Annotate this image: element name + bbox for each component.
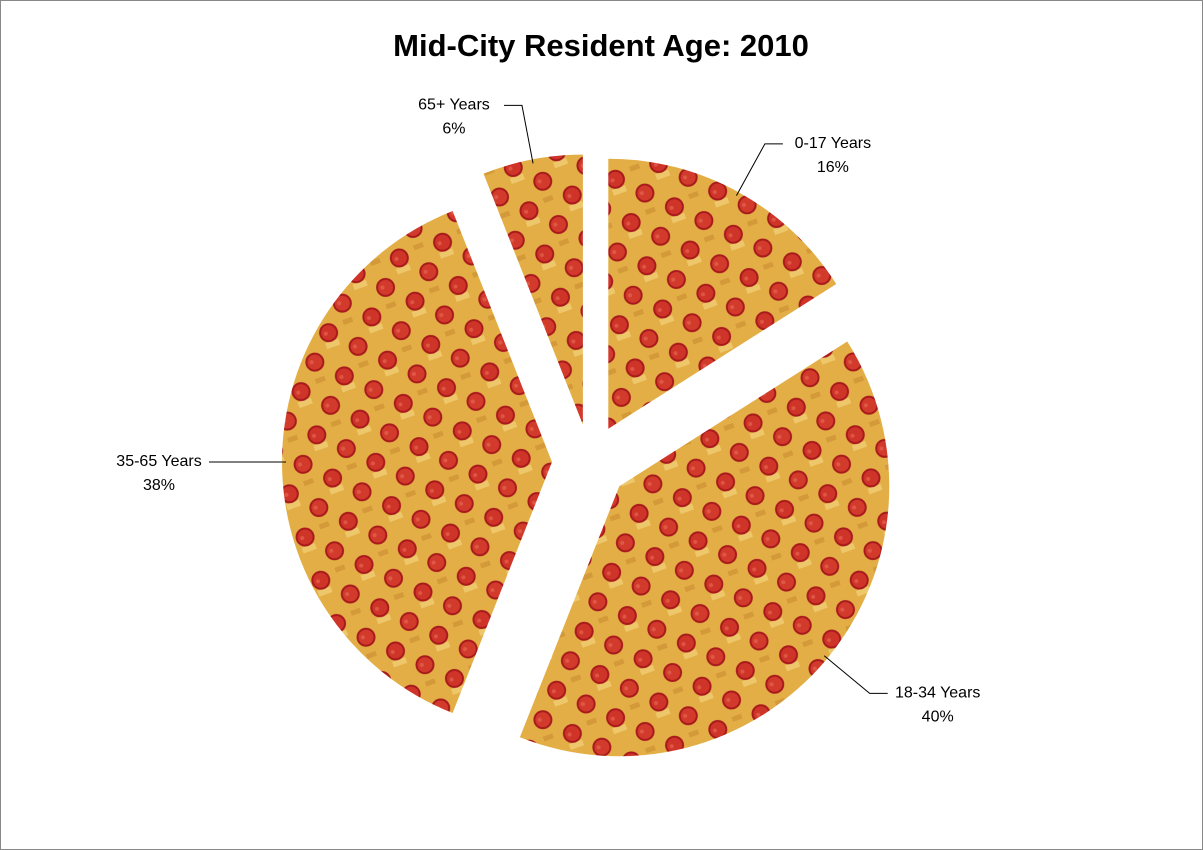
pie-slice: [608, 158, 837, 429]
pie-slice: [519, 341, 890, 757]
data-label-value: 16%: [817, 159, 849, 176]
leader-line: [823, 655, 888, 694]
leader-line: [503, 104, 534, 164]
data-label-name: 65+ Years: [418, 97, 490, 114]
data-label-name: 18-34 Years: [895, 685, 980, 702]
data-label-name: 35-65 Years: [116, 453, 201, 470]
data-label-value: 6%: [442, 121, 465, 138]
pie-slice: [483, 154, 583, 425]
data-label-value: 38%: [143, 477, 175, 494]
pie-slice: [281, 210, 552, 714]
data-label-name: 0-17 Years: [795, 135, 872, 152]
leader-line: [736, 143, 783, 196]
chart-title: Mid-City Resident Age: 2010: [393, 28, 809, 63]
data-label-value: 40%: [922, 709, 954, 726]
